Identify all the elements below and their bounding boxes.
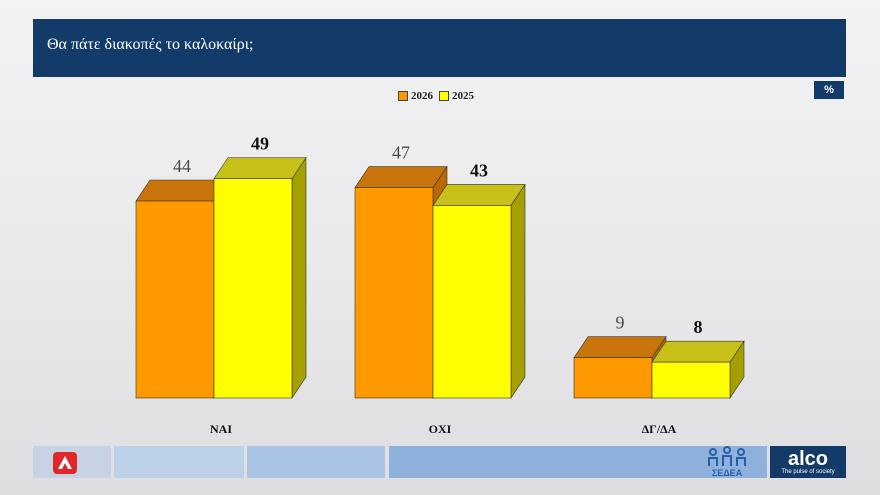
unit-badge: %: [814, 81, 844, 99]
bar-top-series-2025-cat-0: [213, 157, 307, 179]
bar-top-series-2026-cat-2: [573, 336, 667, 359]
alco-name: alco: [787, 448, 829, 470]
bar-series-2025-cat-1: [432, 205, 512, 399]
data-label-series-2025-cat-0: 49: [251, 134, 269, 154]
bar-series-2025-cat-0: [213, 178, 293, 399]
footer-bar: ΣΕΔΕΑ alco The pulse of society: [33, 446, 846, 478]
data-label-series-2026-cat-1: 47: [392, 143, 410, 163]
sedea-label: ΣΕΔΕΑ: [711, 468, 743, 478]
legend-swatch-2025: [439, 91, 449, 101]
legend-label-2025: 2025: [452, 90, 474, 102]
legend-label-2026: 2026: [411, 90, 433, 102]
bar-series-2026-cat-0: [135, 200, 215, 399]
legend-item-2025: 2025: [439, 90, 474, 102]
category-label-0: ΝΑΙ: [210, 422, 232, 436]
page-title: Θα πάτε διακοπές το καλοκαίρι;: [47, 36, 254, 53]
header-bar: Θα πάτε διακοπές το καλοκαίρι;: [33, 19, 846, 77]
data-label-series-2025-cat-1: 43: [470, 160, 488, 180]
data-label-series-2026-cat-2: 9: [616, 313, 625, 333]
bar-series-2026-cat-2: [573, 357, 653, 399]
bar-side-series-2025-cat-0: [291, 156, 307, 399]
bar-series-2025-cat-2: [651, 361, 731, 399]
footer-segment-3: [247, 446, 385, 478]
alco-logo: alco The pulse of society: [770, 446, 846, 478]
data-label-series-2026-cat-0: 44: [173, 156, 191, 176]
people-group-icon: [708, 446, 746, 466]
legend-item-2026: 2026: [398, 90, 433, 102]
category-label-1: ΟΧΙ: [429, 422, 452, 436]
sedea-logo: ΣΕΔΕΑ: [701, 446, 753, 478]
bar-top-series-2026-cat-1: [354, 166, 448, 188]
bar-top-series-2025-cat-1: [432, 184, 526, 206]
chart-legend: 2026 2025: [398, 88, 474, 104]
category-label-2: ΔΓ/ΔΑ: [642, 422, 677, 436]
bar-top-series-2025-cat-2: [651, 340, 745, 363]
data-label-series-2025-cat-2: 8: [694, 317, 703, 337]
alco-tagline: The pulse of society: [781, 469, 835, 475]
footer-segment-4: [389, 446, 767, 478]
footer-segment-2: [114, 446, 244, 478]
bar-side-series-2025-cat-1: [510, 183, 526, 399]
legend-swatch-2026: [398, 91, 408, 101]
alpha-news-logo-icon: [53, 452, 77, 474]
bar-series-2026-cat-1: [354, 187, 434, 399]
